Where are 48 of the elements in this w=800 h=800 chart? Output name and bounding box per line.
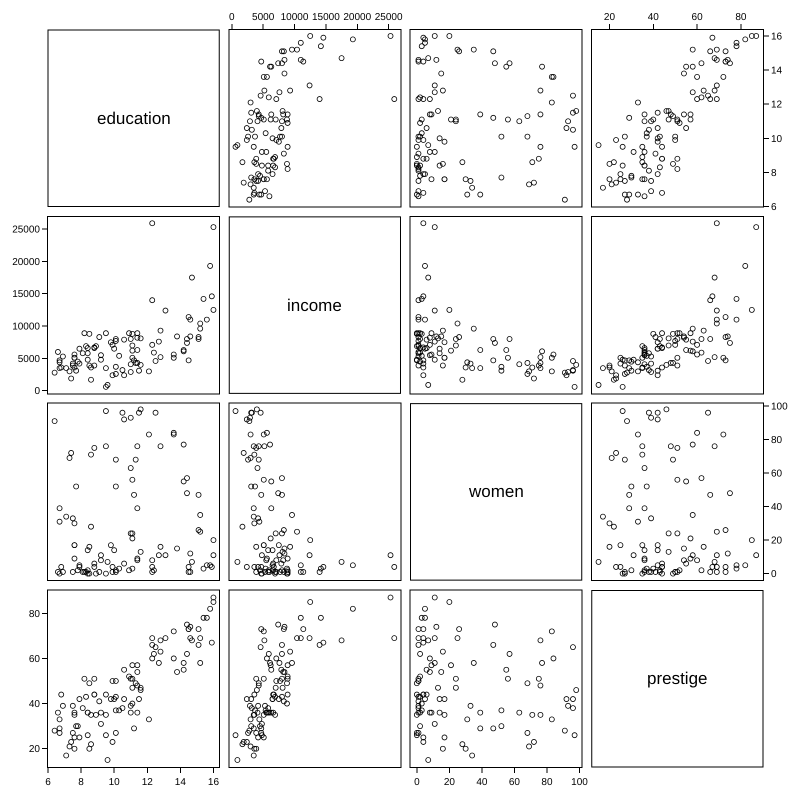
x-tick-label: 0 bbox=[228, 12, 235, 23]
y-tick-label: 80 bbox=[771, 435, 783, 446]
x-tick-label: 15000 bbox=[312, 12, 340, 23]
y-tick-label: 20 bbox=[28, 744, 40, 756]
x-tick-label: 0 bbox=[414, 777, 420, 788]
text: women bbox=[468, 482, 524, 501]
x-tick-label: 14 bbox=[174, 777, 186, 788]
x-tick-label: 100 bbox=[571, 777, 588, 788]
x-tick-label: 25000 bbox=[374, 12, 403, 23]
x-tick-label: 60 bbox=[692, 12, 704, 23]
x-tick-label: 12 bbox=[142, 777, 154, 788]
y-tick-label: 5000 bbox=[18, 354, 40, 365]
y-tick-label: 15000 bbox=[12, 289, 40, 300]
x-tick-label: 80 bbox=[541, 777, 553, 788]
y-tick-label: 80 bbox=[28, 608, 40, 620]
x-tick-label: 10 bbox=[108, 777, 120, 788]
text: education bbox=[97, 109, 171, 128]
x-tick-label: 5000 bbox=[252, 12, 275, 23]
x-tick-label: 80 bbox=[735, 12, 747, 23]
y-tick-label: 10000 bbox=[12, 322, 40, 333]
y-tick-label: 40 bbox=[28, 699, 40, 710]
y-tick-label: 100 bbox=[771, 402, 788, 413]
y-tick-label: 60 bbox=[28, 654, 40, 665]
x-tick-label: 6 bbox=[45, 777, 52, 788]
x-tick-label: 8 bbox=[78, 777, 84, 788]
y-tick-label: 60 bbox=[771, 468, 783, 480]
x-tick-label: 16 bbox=[208, 777, 220, 788]
y-tick-label: 40 bbox=[771, 502, 783, 514]
text: income bbox=[287, 296, 342, 315]
x-tick-label: 20000 bbox=[343, 12, 372, 23]
y-tick-label: 25000 bbox=[12, 224, 40, 236]
y-tick-label: 12 bbox=[771, 100, 783, 111]
x-tick-label: 40 bbox=[476, 777, 488, 788]
x-tick-label: 20 bbox=[444, 777, 456, 788]
x-tick-label: 60 bbox=[508, 777, 520, 788]
x-tick-label: 10000 bbox=[280, 12, 309, 23]
text: prestige bbox=[647, 669, 708, 688]
y-tick-label: 16 bbox=[771, 31, 783, 42]
y-tick-label: 14 bbox=[771, 66, 783, 77]
y-tick-label: 20 bbox=[771, 536, 783, 547]
y-tick-label: 6 bbox=[771, 202, 777, 214]
y-tick-label: 0 bbox=[771, 569, 777, 580]
y-tick-label: 8 bbox=[771, 168, 777, 179]
y-tick-label: 0 bbox=[34, 386, 40, 398]
y-tick-label: 20000 bbox=[12, 256, 40, 268]
x-tick-label: 20 bbox=[604, 12, 616, 23]
y-tick-label: 10 bbox=[771, 134, 783, 145]
x-tick-label: 40 bbox=[648, 12, 660, 23]
